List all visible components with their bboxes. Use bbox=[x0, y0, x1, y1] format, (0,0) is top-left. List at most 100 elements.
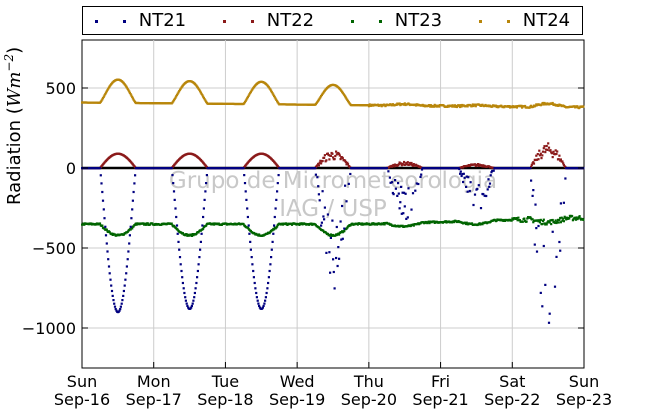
data-point bbox=[243, 182, 247, 185]
data-point bbox=[277, 174, 280, 177]
data-point bbox=[185, 233, 188, 236]
data-point bbox=[402, 163, 405, 166]
data-point bbox=[574, 216, 577, 219]
data-point bbox=[491, 169, 494, 172]
data-point bbox=[321, 159, 324, 163]
data-point bbox=[179, 87, 182, 90]
data-point bbox=[319, 159, 322, 162]
data-point bbox=[459, 170, 462, 173]
data-point bbox=[113, 302, 116, 305]
data-point bbox=[385, 167, 388, 170]
data-point bbox=[271, 92, 274, 95]
data-point bbox=[333, 158, 336, 161]
data-point bbox=[408, 163, 411, 166]
x-tick-date: Sep-19 bbox=[269, 390, 325, 409]
data-point bbox=[525, 220, 528, 223]
data-point bbox=[243, 101, 247, 104]
data-point bbox=[346, 226, 349, 229]
data-point bbox=[548, 221, 551, 224]
data-point bbox=[466, 105, 469, 108]
data-point bbox=[545, 223, 548, 226]
data-point bbox=[557, 221, 560, 224]
data-point bbox=[465, 175, 468, 178]
data-point bbox=[495, 219, 498, 222]
data-point bbox=[268, 269, 271, 273]
data-point bbox=[329, 236, 332, 239]
data-point bbox=[173, 97, 176, 101]
data-point bbox=[530, 165, 533, 168]
y-axis-label-close: ) bbox=[4, 46, 25, 54]
data-point bbox=[338, 152, 341, 156]
data-point bbox=[535, 154, 538, 157]
data-point bbox=[541, 220, 545, 223]
data-point bbox=[267, 281, 270, 285]
x-tick-day: Tue bbox=[211, 372, 239, 391]
data-point bbox=[343, 230, 346, 233]
data-point bbox=[541, 154, 544, 157]
data-point bbox=[550, 152, 554, 155]
data-point bbox=[131, 199, 134, 202]
data-point bbox=[124, 84, 127, 87]
data-point bbox=[120, 302, 123, 305]
data-point bbox=[183, 291, 186, 295]
data-point bbox=[427, 220, 430, 223]
data-point bbox=[333, 287, 336, 290]
data-point bbox=[172, 182, 175, 185]
data-point bbox=[489, 174, 492, 177]
data-point bbox=[415, 182, 418, 185]
data-point bbox=[104, 92, 107, 96]
data-point bbox=[544, 148, 548, 151]
data-point bbox=[258, 304, 261, 307]
data-point bbox=[542, 103, 545, 106]
legend: NT21 NT22 NT23 NT24 bbox=[82, 6, 583, 35]
data-point bbox=[559, 249, 562, 252]
data-point bbox=[145, 223, 148, 226]
data-point bbox=[317, 162, 320, 165]
data-point bbox=[536, 153, 539, 156]
data-point bbox=[128, 242, 131, 245]
data-point bbox=[512, 218, 515, 221]
data-point bbox=[456, 105, 459, 109]
data-point bbox=[338, 154, 341, 157]
data-point bbox=[564, 177, 567, 180]
data-point bbox=[328, 251, 331, 254]
data-point bbox=[246, 215, 249, 219]
data-point bbox=[263, 302, 266, 305]
data-point bbox=[178, 256, 182, 259]
data-point bbox=[251, 88, 254, 91]
data-point bbox=[257, 302, 260, 305]
x-tick-date: Sep-21 bbox=[412, 390, 468, 409]
data-point bbox=[131, 95, 134, 99]
data-point bbox=[198, 256, 201, 259]
data-point bbox=[106, 250, 109, 253]
data-point bbox=[400, 212, 403, 215]
data-point bbox=[101, 97, 105, 100]
data-point bbox=[368, 103, 371, 106]
series-nt23 bbox=[81, 214, 585, 237]
data-point bbox=[252, 276, 255, 279]
data-point bbox=[273, 94, 276, 97]
data-point bbox=[248, 93, 251, 96]
data-point bbox=[176, 232, 179, 235]
data-point bbox=[453, 221, 456, 224]
y-axis-label: Radiation (Wm−2) bbox=[2, 47, 25, 205]
data-point bbox=[469, 181, 472, 184]
data-point bbox=[99, 174, 102, 177]
data-point bbox=[317, 185, 320, 188]
data-point bbox=[110, 232, 114, 235]
data-point bbox=[271, 240, 274, 243]
data-point bbox=[459, 104, 462, 107]
data-point bbox=[114, 308, 117, 311]
data-point bbox=[105, 228, 108, 231]
data-point bbox=[122, 233, 125, 236]
y-axis-label-text: Radiation ( bbox=[4, 107, 25, 205]
data-point bbox=[320, 221, 323, 224]
data-point bbox=[182, 287, 185, 290]
data-point bbox=[428, 104, 431, 107]
data-point bbox=[314, 173, 317, 176]
data-point bbox=[523, 217, 526, 220]
data-point bbox=[273, 96, 276, 99]
data-point bbox=[196, 269, 199, 273]
data-point bbox=[534, 104, 537, 107]
data-point bbox=[542, 218, 545, 221]
